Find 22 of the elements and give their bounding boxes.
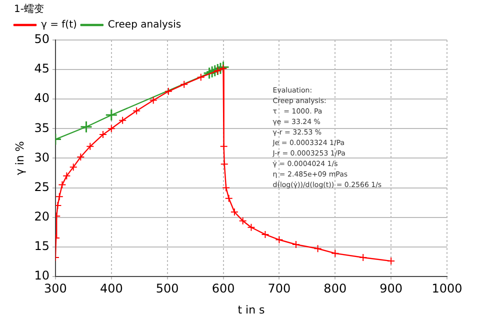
x-tick-label: 1000: [432, 282, 462, 296]
y-tick-label: 10: [34, 268, 50, 283]
x-tick-label: 300: [44, 282, 67, 296]
y-tick-label: 50: [34, 32, 50, 46]
x-tick-label: 500: [156, 282, 179, 296]
y-tick-label: 45: [34, 62, 50, 76]
y-tick-label: 40: [34, 91, 50, 106]
x-tick-label: 900: [380, 282, 403, 296]
y-tick-label: 20: [34, 209, 50, 224]
y-tick-label: 15: [34, 238, 50, 253]
y-tick-label: 30: [34, 150, 50, 164]
y-axis-title: γ in %: [13, 141, 26, 176]
legend-title: 1-蠕变: [14, 2, 44, 16]
x-tick-label: 800: [324, 282, 347, 296]
y-tick-label: 25: [34, 180, 50, 194]
legend-label: Creep analysis: [108, 20, 182, 31]
x-tick-label: 400: [100, 282, 123, 296]
x-tick-label: 600: [212, 282, 235, 296]
x-axis-title: t in s: [238, 303, 266, 316]
x-tick-label: 700: [268, 282, 291, 296]
y-tick-label: 35: [34, 120, 50, 135]
legend-label: γ = f(t): [41, 20, 77, 31]
